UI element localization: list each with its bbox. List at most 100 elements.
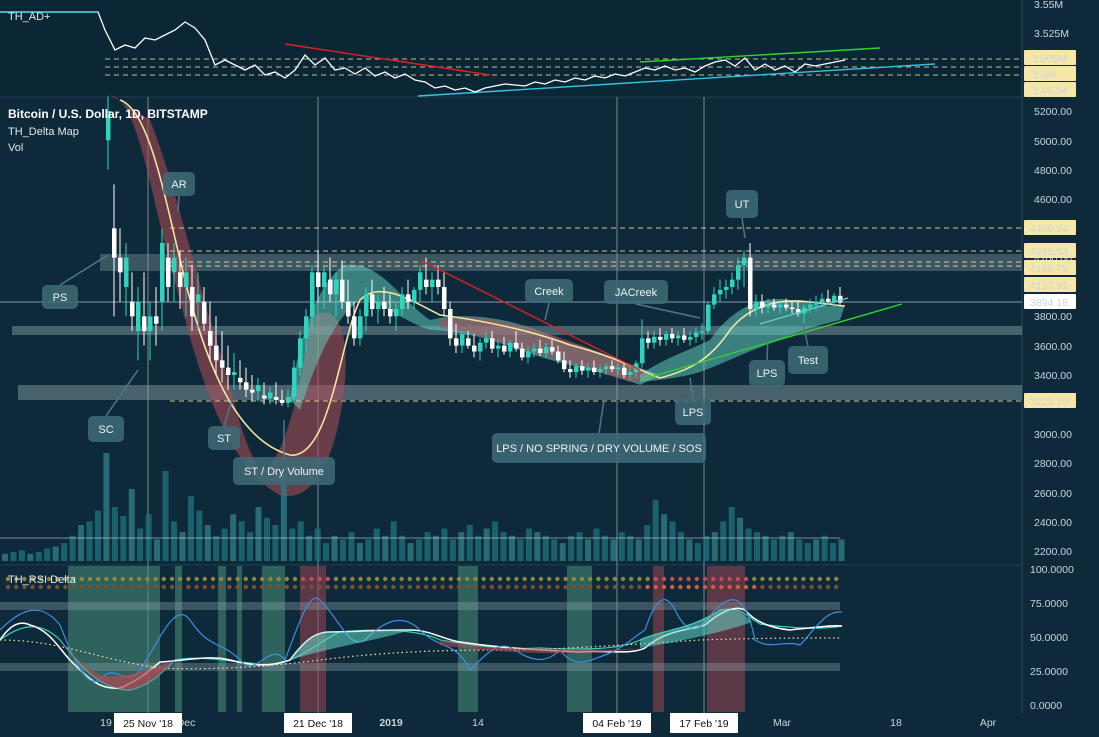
rsi-dot bbox=[514, 576, 519, 582]
rsi-dot bbox=[637, 576, 642, 582]
rsi-dot bbox=[366, 576, 371, 582]
rsi-dot bbox=[383, 576, 388, 582]
candle-body bbox=[190, 287, 195, 317]
callout-test: Test bbox=[788, 319, 828, 374]
candle-body bbox=[550, 347, 555, 352]
rsi-dot bbox=[55, 584, 60, 590]
rsi-dot bbox=[752, 576, 757, 582]
ad-box-label: 3.505M bbox=[1032, 53, 1067, 65]
candle-body bbox=[184, 272, 189, 287]
rsi-dot bbox=[325, 576, 330, 582]
ad-box-label: 3.5M bbox=[1032, 69, 1055, 81]
callout-ar-text: AR bbox=[171, 179, 186, 191]
volume-bar bbox=[263, 517, 270, 561]
rsi-dot bbox=[268, 584, 273, 590]
volume-bar bbox=[678, 532, 684, 561]
volume-bar bbox=[585, 539, 592, 561]
candle-body bbox=[748, 257, 753, 309]
time-tick-label: Apr bbox=[980, 717, 997, 729]
candle-body bbox=[496, 345, 501, 349]
rsi-dot bbox=[538, 584, 544, 590]
candle-body bbox=[244, 382, 249, 390]
ad-tick-label: 3.525M bbox=[1034, 28, 1069, 40]
callout-jacreek-pointer bbox=[635, 303, 701, 319]
volume-bar bbox=[754, 532, 761, 561]
rsi-dot bbox=[719, 576, 724, 582]
rsi-dot bbox=[661, 576, 667, 582]
rsi-upper-zone bbox=[0, 602, 840, 610]
candle-body bbox=[304, 316, 309, 339]
candle-body bbox=[790, 307, 795, 310]
rsi-dot bbox=[711, 576, 716, 582]
volume-bar bbox=[779, 535, 786, 561]
time-box-bg bbox=[670, 713, 738, 733]
indicator-delta-map: TH_Delta Map bbox=[8, 126, 79, 138]
candle-body bbox=[118, 257, 123, 273]
price-box: 4400.24 bbox=[1024, 220, 1076, 235]
rsi-dot bbox=[137, 576, 142, 582]
rsi-dot bbox=[292, 584, 298, 590]
candle-body bbox=[250, 389, 255, 393]
ad-box-label: 3.492M bbox=[1032, 85, 1067, 97]
rsi-dot bbox=[456, 576, 462, 582]
time-box-label: 25 Nov '18 bbox=[123, 718, 173, 730]
candle-body bbox=[274, 397, 279, 400]
rsi-dot bbox=[596, 584, 601, 590]
candle-body bbox=[526, 351, 531, 358]
candle-body bbox=[556, 351, 561, 361]
rsi-dot bbox=[727, 584, 732, 590]
callout-st: ST bbox=[208, 399, 240, 450]
rsi-dot bbox=[194, 584, 199, 590]
volume-bar bbox=[27, 553, 34, 561]
volume-bar bbox=[306, 535, 313, 561]
callout-ar-box bbox=[163, 172, 195, 196]
rsi-lines bbox=[0, 597, 843, 691]
candle-body bbox=[292, 367, 297, 397]
rsi-dot bbox=[30, 584, 35, 590]
volume-bar bbox=[568, 535, 575, 561]
teal-cloud-middle bbox=[290, 264, 660, 410]
price-box-label: 4157.91 bbox=[1030, 280, 1068, 292]
rsi-dot bbox=[497, 584, 503, 590]
rsi-dot bbox=[768, 584, 773, 590]
rsi-dot bbox=[46, 576, 52, 582]
price-tick-label: 3600.00 bbox=[1034, 341, 1072, 353]
price-tick-label: 2600.00 bbox=[1034, 488, 1072, 500]
candle-body bbox=[760, 301, 765, 308]
candle-body bbox=[838, 295, 843, 303]
rsi-dot bbox=[63, 576, 68, 582]
candle-body bbox=[706, 304, 711, 331]
volume-bar bbox=[2, 553, 8, 561]
volume-bar bbox=[213, 535, 220, 561]
rsi-dot bbox=[768, 576, 773, 582]
volume-bar bbox=[331, 535, 338, 561]
candle-body bbox=[160, 243, 165, 302]
rsi-dot bbox=[227, 576, 232, 582]
candle-body bbox=[436, 279, 441, 287]
callout-lps-mid-box bbox=[749, 360, 785, 386]
callout-test-pointer bbox=[801, 319, 809, 347]
price-box: 4157.91 bbox=[1024, 277, 1076, 292]
rsi-dot bbox=[374, 576, 380, 582]
volume-bar bbox=[635, 539, 642, 561]
price-box-bg bbox=[1024, 294, 1076, 309]
rsi-dot bbox=[391, 576, 396, 582]
rsi-dot bbox=[219, 584, 224, 590]
rsi-dot bbox=[55, 576, 60, 582]
rsi-dot bbox=[301, 576, 306, 582]
price-tick-label: 3000.00 bbox=[1034, 429, 1072, 441]
rsi-dot bbox=[71, 584, 76, 590]
price-axis[interactable]: 5200.005000.004800.004600.004400.004200.… bbox=[1024, 0, 1076, 712]
rsi-dot bbox=[793, 584, 798, 590]
callout-ar: AR bbox=[163, 172, 195, 213]
rsi-dot bbox=[104, 576, 109, 582]
price-box-label: 3223.19 bbox=[1030, 396, 1068, 408]
ad-box-bg bbox=[1024, 50, 1076, 65]
candle-body bbox=[820, 298, 825, 302]
rsi-dot bbox=[538, 576, 544, 582]
volume-bar bbox=[69, 535, 76, 561]
candle-body bbox=[640, 338, 645, 364]
rsi-dot bbox=[686, 576, 691, 582]
